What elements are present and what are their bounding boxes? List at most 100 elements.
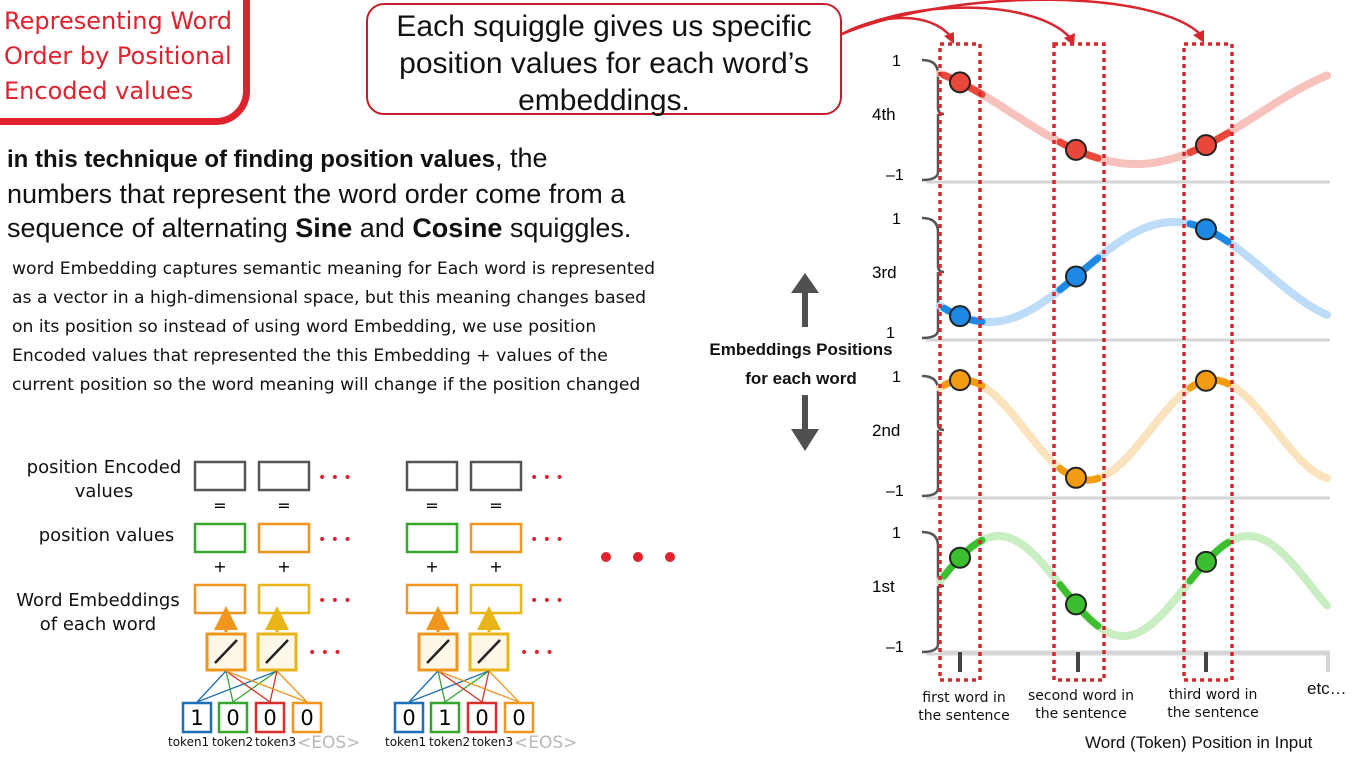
diagram-group-1: • • •• • •• • •=+=+• • •1 0 0 0 [181,460,352,734]
y-tick-top: 1 [892,525,901,542]
equals-sign: = [277,496,290,515]
label-position-encoded: position Encoded values [26,457,182,502]
token-label: token1 [168,735,210,749]
one-hot-value: 0 [300,706,313,730]
position-box [405,522,459,554]
position-point [1195,369,1217,392]
linear-symbol [426,639,450,664]
weight-line [225,670,234,703]
row-ellipsis: • • • [318,532,352,548]
one-hot-box [503,701,535,734]
position-box [193,522,247,554]
position-point [1195,218,1217,241]
weight-line [269,670,278,703]
slide-title: Representing Word Order by Positional Enco… [4,7,233,105]
position-point [1195,550,1217,573]
diagram-group-2: • • •• • •• • •=+=+• • •0 1 0 0 [393,460,564,734]
one-hot-value: 1 [438,706,451,730]
token-label: token3 [255,735,297,749]
weight-line [196,670,278,703]
word-position-highlight [938,42,982,682]
one-hot-box [181,701,213,734]
callout-box: Each squiggle gives us specific position… [366,3,842,117]
caption-third-word: third word in the sentence [1167,687,1259,721]
encoded-box [257,460,311,492]
linear-node [205,632,247,672]
vertical-arrows [791,273,819,451]
weight-line [408,670,490,703]
position-point [1065,265,1087,288]
token-label: token2 [212,735,254,749]
headline: in this technique of finding position va… [7,143,632,243]
row-ellipsis: • • • [318,593,352,609]
weight-line [408,670,439,703]
equals-sign: = [213,496,226,515]
node-ellipsis: • • • [308,645,342,661]
squiggle-curve [936,531,1331,641]
row-ellipsis: • • • [318,470,352,486]
embedding-diagram: • • •• • •• • •=+=+• • •1 0 0 0 • • •• • ••… [181,460,675,734]
caption-second-word: second word in the sentence [1027,688,1134,722]
token-label: token3 [472,735,514,749]
equals-sign: = [489,496,502,515]
linear-symbol [477,639,501,664]
weight-line [444,670,490,703]
position-point [949,369,971,392]
one-hot-box [254,701,286,734]
squiggle-curve [936,375,1331,485]
y-tick-bottom: –1 [886,483,904,500]
embedding-box [405,583,459,615]
embedding-box [469,583,523,615]
one-hot-value: 0 [475,706,488,730]
row-ellipsis: • • • [530,593,564,609]
panel-label: 1st [872,577,895,596]
weight-line [225,670,271,703]
plus-sign: + [213,557,226,576]
callout-arrow [841,6,1073,41]
y-tick-top: 1 [892,211,901,228]
position-point [1195,134,1217,157]
weight-line [225,670,308,703]
weight-line [196,670,227,703]
callout-line: Each squiggle gives us specific [396,10,812,43]
weight-line [232,670,278,703]
token-label: token1 [385,735,427,749]
etc-label: etc… [1307,679,1347,698]
callout-arrows [841,0,1204,46]
one-hot-value: 0 [226,706,239,730]
x-axis-title: Word (Token) Position in Input [1085,733,1313,752]
panel-4th: 1 –1 4th [872,53,1331,184]
plus-sign: + [425,557,438,576]
y-tick-top: 1 [892,369,901,386]
weight-line [481,670,490,703]
linear-symbol [214,639,238,664]
position-point [949,71,971,94]
row-ellipsis: • • • [530,532,564,548]
label-word-embeddings: Word Embeddings of each word [16,590,180,635]
one-hot-value: 1 [190,706,203,730]
panel-label: 3rd [872,263,897,282]
panel-label: 2nd [872,421,900,440]
one-hot-value: 0 [402,706,415,730]
callout-line: position values for each word’s [399,47,809,80]
callout-arrow [841,0,1203,37]
encoded-box [405,460,459,492]
word-position-highlight [1052,42,1106,682]
position-point [1065,466,1087,489]
one-hot-box [466,701,498,734]
equals-sign: = [425,496,438,515]
one-hot-value: 0 [263,706,276,730]
eos-label: <EOS> [297,733,361,753]
position-point [1065,593,1087,616]
panel-bracket [921,374,945,498]
position-box [257,522,311,554]
position-point [949,305,971,328]
panel-label: 4th [872,105,896,124]
encoded-box [469,460,523,492]
y-tick-bottom: 1 [886,325,895,342]
weight-line [437,670,520,703]
weight-line [276,670,308,703]
row-ellipsis: • • • [530,470,564,486]
position-box [469,522,523,554]
callout-line: embeddings. [518,84,690,117]
